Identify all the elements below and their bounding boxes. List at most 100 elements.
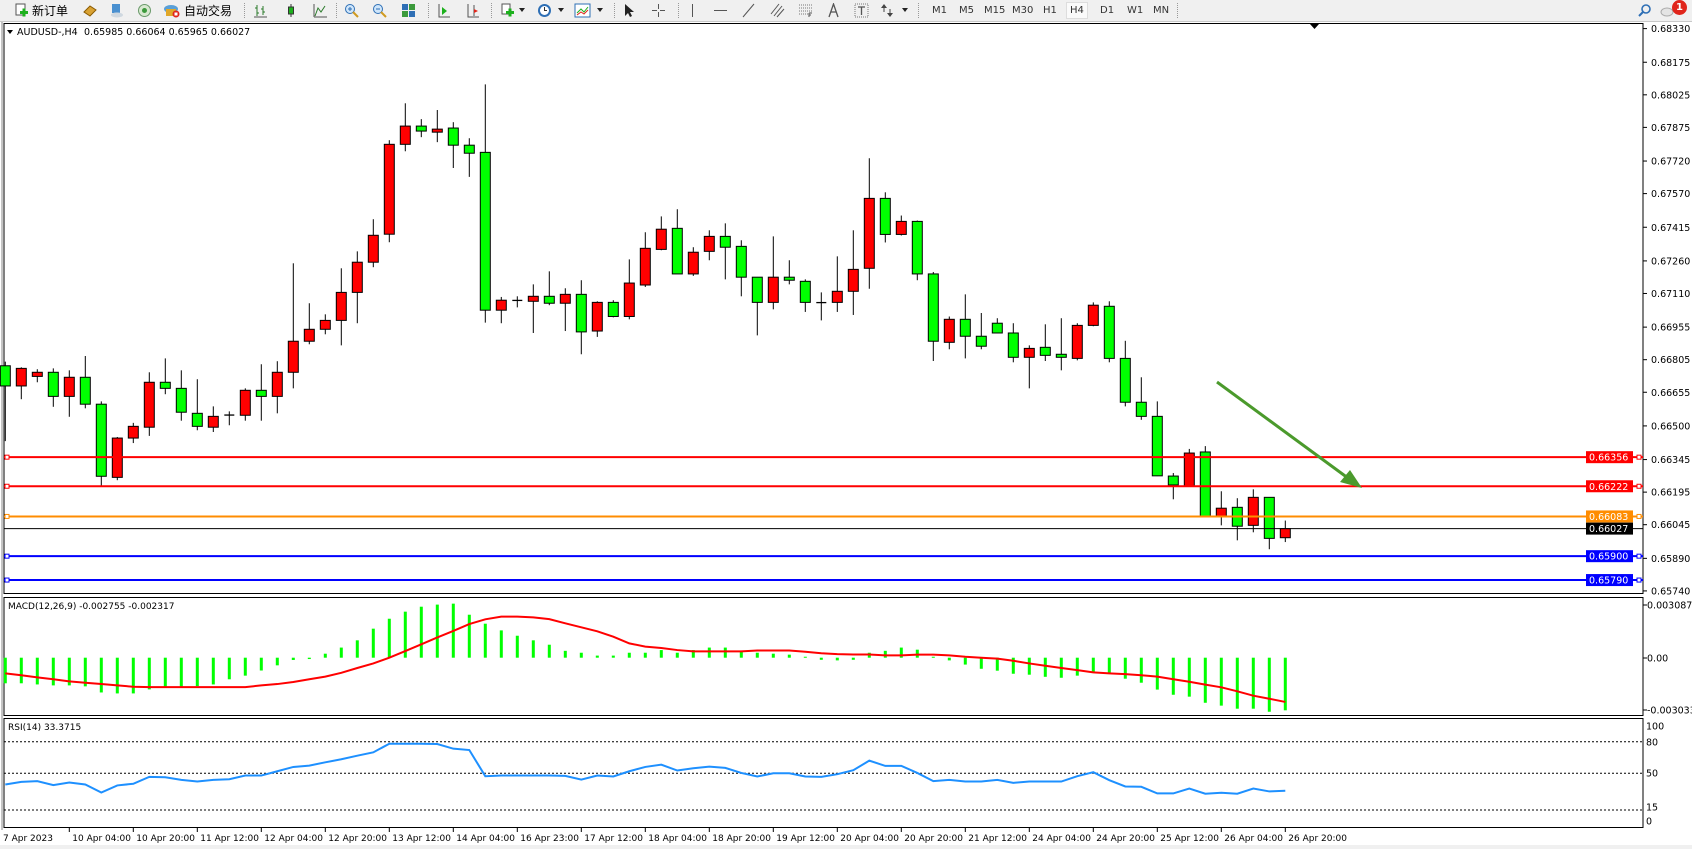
new-order-button[interactable]: 新订单	[14, 2, 68, 19]
candle-body	[847, 268, 859, 292]
macd-histogram-bar	[707, 647, 711, 658]
candle	[15, 367, 27, 400]
collapse-triangle-icon[interactable]	[7, 30, 13, 34]
trend-arrow-line[interactable]	[1216, 380, 1353, 483]
trend-arrow-head-icon[interactable]	[1340, 470, 1362, 488]
fibonacci-button[interactable]	[798, 2, 813, 19]
level-handle-left[interactable]	[4, 454, 10, 460]
timeframe-h1[interactable]: H1	[1043, 5, 1057, 16]
templates-dropdown[interactable]	[597, 8, 603, 12]
auto-trading-button[interactable]: 自动交易	[163, 2, 232, 19]
candle-body	[271, 371, 283, 397]
candle	[383, 140, 395, 243]
timeframe-m5[interactable]: M5	[959, 5, 974, 16]
timeframe-mn[interactable]: MN	[1153, 5, 1170, 16]
cursor-button[interactable]	[622, 2, 637, 19]
level-handle-right[interactable]	[1636, 513, 1642, 519]
data-window-button[interactable]	[109, 2, 124, 19]
templates-button[interactable]	[574, 2, 591, 19]
time-tick-label: 26 Apr 04:00	[1224, 834, 1283, 844]
bar-chart-button[interactable]	[253, 2, 268, 19]
level-handle-right[interactable]	[1636, 483, 1642, 489]
macd-histogram-bar	[35, 657, 39, 685]
auto-scroll-button[interactable]	[436, 2, 451, 19]
candle	[1007, 323, 1019, 363]
time-tick-label: 11 Apr 12:00	[200, 834, 259, 844]
candle-body	[255, 389, 267, 397]
candle-body	[479, 151, 491, 311]
time-tick-label: 17 Apr 12:00	[584, 834, 643, 844]
line-chart-icon	[313, 3, 328, 18]
text-button[interactable]	[826, 2, 841, 19]
macd-histogram-bar	[883, 650, 887, 658]
macd-histogram-bar	[723, 647, 727, 658]
text-label-icon	[854, 3, 869, 18]
macd-histogram-bar	[979, 657, 983, 669]
level-handle-right[interactable]	[1636, 553, 1642, 559]
timeframe-h4[interactable]: H4	[1066, 2, 1088, 19]
market-watch-button[interactable]	[82, 2, 97, 19]
candle	[543, 271, 555, 306]
timeframe-m15[interactable]: M15	[984, 5, 1006, 16]
arrows-icon	[880, 3, 895, 18]
rsi-axis-label: 15	[1646, 803, 1658, 814]
macd-histogram-bar	[899, 647, 903, 658]
candle-body	[735, 245, 747, 278]
trendline-button[interactable]	[741, 2, 756, 19]
toolbar-separator	[678, 3, 680, 18]
level-handle-right[interactable]	[1636, 454, 1642, 460]
timeframe-m1[interactable]: M1	[932, 5, 947, 16]
candle-body	[671, 227, 683, 275]
candle	[559, 288, 571, 332]
toolbar-separator	[244, 3, 246, 18]
fibonacci-icon	[798, 3, 813, 18]
timeframe-m30[interactable]: M30	[1012, 5, 1034, 16]
text-label-button[interactable]	[854, 2, 869, 19]
macd-histogram-bar	[931, 656, 935, 658]
periods-button[interactable]	[537, 2, 552, 19]
periods-icon	[537, 3, 552, 18]
equidistant-channel-button[interactable]	[770, 2, 785, 19]
level-handle-left[interactable]	[4, 483, 10, 489]
price-level-label: 0.66222	[1589, 482, 1628, 493]
candle-body	[287, 340, 299, 373]
timeframe-d1[interactable]: D1	[1100, 5, 1115, 16]
search-button[interactable]	[1637, 2, 1652, 19]
candle	[239, 388, 251, 421]
price-tick-label: 0.66955	[1651, 323, 1690, 334]
level-handle-left[interactable]	[4, 513, 10, 519]
timeframe-w1[interactable]: W1	[1127, 5, 1144, 16]
zoom-out-button[interactable]	[372, 2, 387, 19]
chart-shift-marker-icon[interactable]	[1310, 24, 1319, 29]
candle-body	[1071, 324, 1083, 359]
vertical-line-button[interactable]	[685, 2, 700, 19]
level-handle-left[interactable]	[4, 553, 10, 559]
candle	[303, 303, 315, 345]
zoom-in-button[interactable]	[344, 2, 359, 19]
price-level-label: 0.65900	[1589, 552, 1628, 563]
crosshair-button[interactable]	[651, 2, 666, 19]
candlestick-button[interactable]	[284, 2, 299, 19]
arrows-button[interactable]	[880, 2, 895, 19]
chart-shift-button[interactable]	[465, 2, 480, 19]
candle-body	[559, 293, 571, 304]
indicators-dropdown[interactable]	[519, 8, 525, 12]
horizontal-line-button[interactable]	[713, 2, 728, 19]
candle	[143, 372, 155, 436]
candle	[1119, 340, 1131, 407]
line-chart-button[interactable]	[313, 2, 328, 19]
tile-windows-button[interactable]	[401, 2, 416, 19]
candle	[447, 122, 459, 168]
candle	[63, 370, 75, 417]
templates-icon	[574, 3, 591, 18]
indicators-button[interactable]	[500, 2, 515, 19]
arrows-dropdown[interactable]	[902, 8, 908, 12]
candle	[959, 294, 971, 359]
level-handle-right[interactable]	[1636, 577, 1642, 583]
macd-axis-label: 0.00	[1647, 654, 1668, 665]
level-handle-left[interactable]	[4, 577, 10, 583]
periods-dropdown[interactable]	[558, 8, 564, 12]
navigator-button[interactable]	[137, 2, 152, 19]
